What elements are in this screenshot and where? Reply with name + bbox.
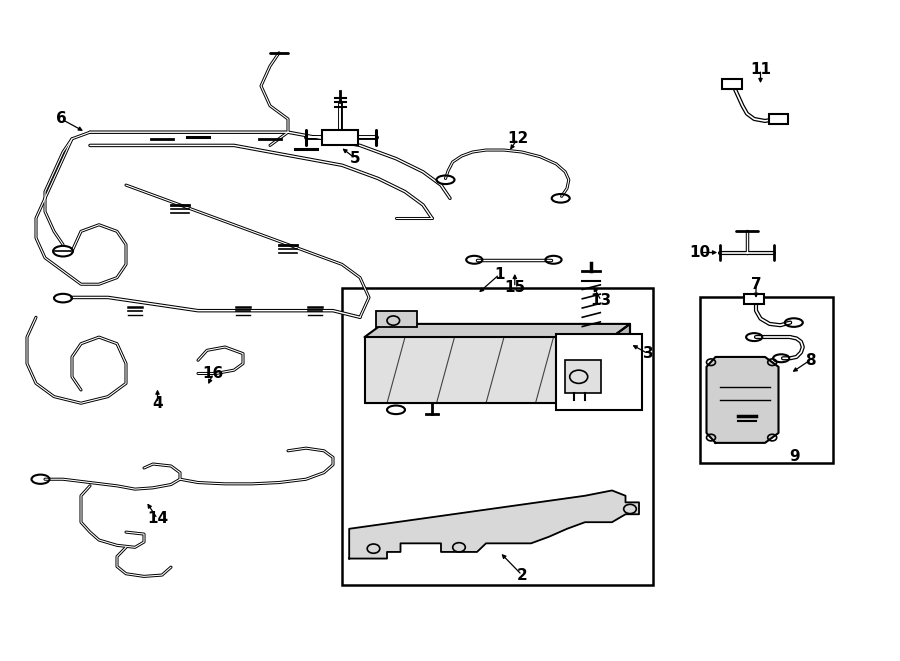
Text: 11: 11 [750, 62, 771, 77]
Bar [744, 293, 764, 303]
Text: 4: 4 [152, 396, 163, 410]
Bar [322, 130, 358, 145]
Text: 15: 15 [504, 280, 526, 295]
Polygon shape [706, 357, 778, 443]
Text: 8: 8 [805, 353, 815, 368]
Text: 2: 2 [517, 568, 527, 582]
Bar [700, 297, 833, 463]
Bar [342, 288, 652, 585]
Text: 6: 6 [56, 112, 67, 126]
Polygon shape [612, 324, 630, 403]
Polygon shape [349, 490, 639, 559]
Bar [769, 114, 788, 124]
Bar [376, 311, 417, 327]
Text: 13: 13 [590, 293, 612, 308]
Polygon shape [364, 324, 630, 337]
Bar [556, 334, 642, 410]
Text: 7: 7 [751, 277, 761, 292]
Text: 3: 3 [643, 346, 653, 361]
Text: 5: 5 [350, 151, 361, 166]
Text: 16: 16 [202, 366, 224, 381]
Text: 10: 10 [689, 245, 711, 260]
Text: 1: 1 [494, 267, 505, 282]
Text: 9: 9 [789, 449, 800, 463]
Polygon shape [364, 337, 612, 403]
Text: 12: 12 [507, 132, 528, 146]
Text: 14: 14 [147, 512, 168, 526]
Bar [565, 360, 601, 393]
Bar [722, 79, 742, 89]
